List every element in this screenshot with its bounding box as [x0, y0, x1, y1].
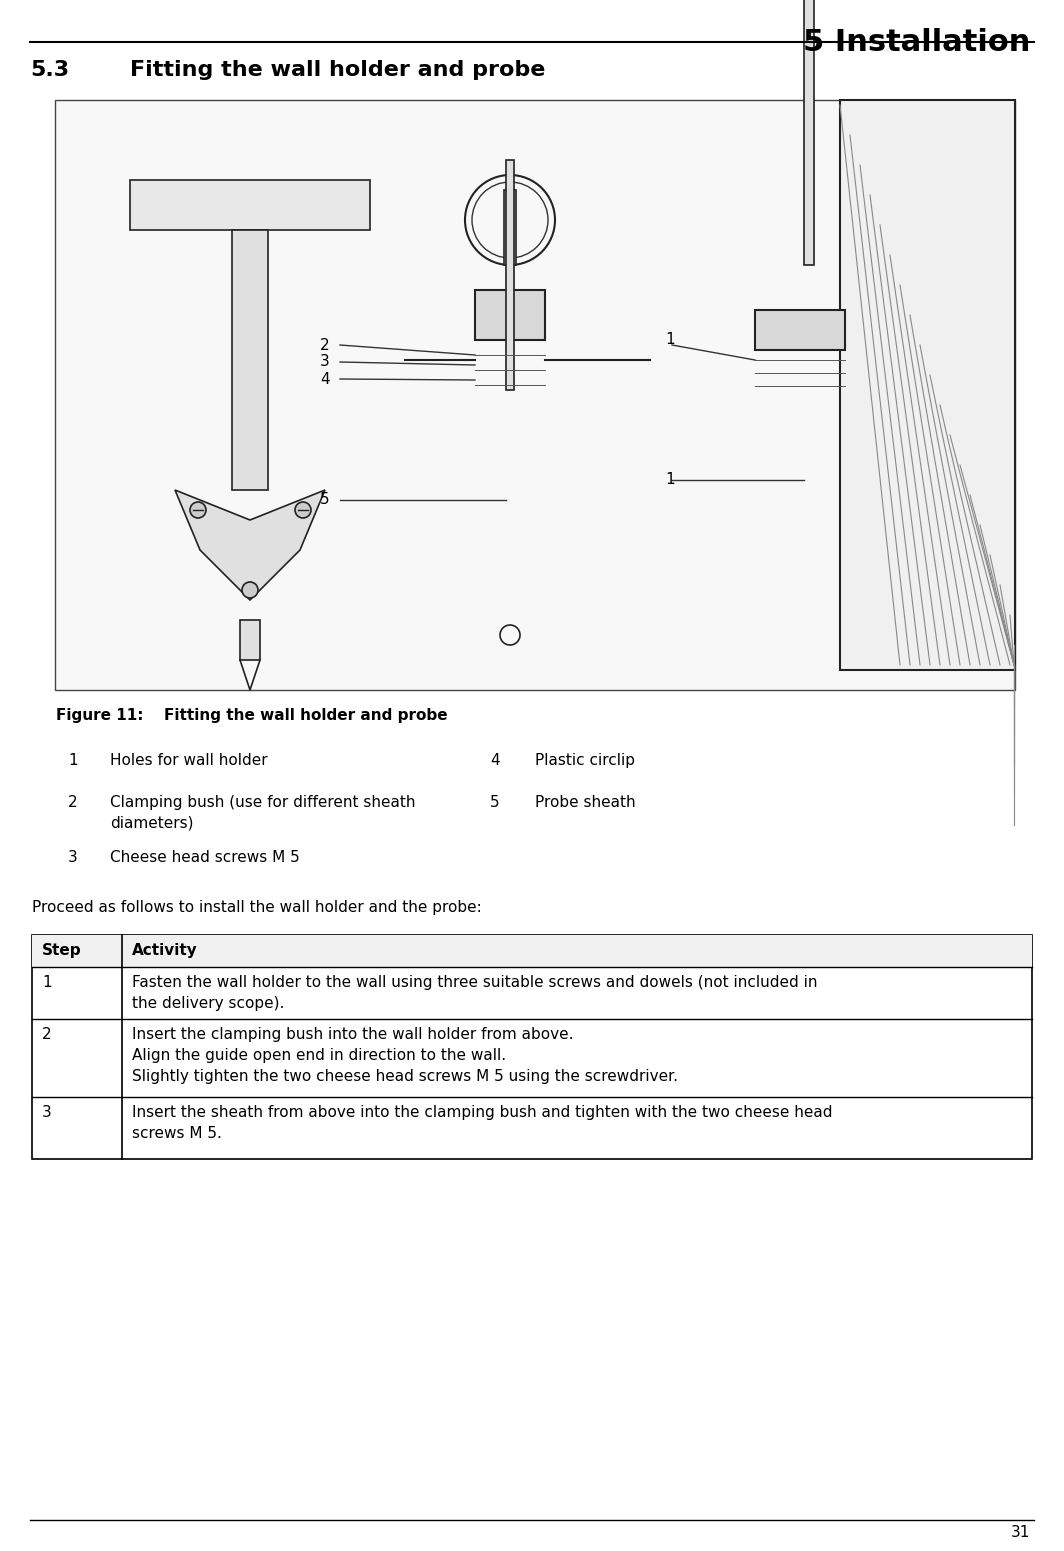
Bar: [32, 935, 1032, 1159]
Text: 5.3: 5.3: [30, 60, 69, 81]
Circle shape: [242, 582, 257, 599]
Text: 2: 2: [41, 1027, 52, 1042]
Polygon shape: [174, 490, 325, 600]
Text: Holes for wall holder: Holes for wall holder: [110, 752, 268, 768]
Bar: [839, 99, 1015, 670]
Bar: [232, 230, 268, 490]
Text: Fasten the wall holder to the wall using three suitable screws and dowels (not i: Fasten the wall holder to the wall using…: [132, 976, 817, 1011]
Text: Figure 11:  Fitting the wall holder and probe: Figure 11: Fitting the wall holder and p…: [56, 707, 448, 723]
Bar: [804, 0, 814, 265]
Text: 3: 3: [68, 850, 78, 865]
Text: Proceed as follows to install the wall holder and the probe:: Proceed as follows to install the wall h…: [32, 900, 482, 915]
Bar: [55, 99, 1015, 690]
Text: Step: Step: [41, 943, 82, 959]
Bar: [755, 310, 845, 351]
Text: Probe sheath: Probe sheath: [535, 796, 635, 810]
Text: 5: 5: [491, 796, 500, 810]
Bar: [32, 935, 1032, 966]
Text: 4: 4: [320, 372, 330, 386]
Text: 1: 1: [41, 976, 52, 990]
Text: 5 Installation: 5 Installation: [802, 28, 1030, 57]
Text: 3: 3: [41, 1104, 52, 1120]
Text: 1: 1: [665, 332, 675, 347]
Circle shape: [295, 503, 311, 518]
Bar: [504, 191, 516, 265]
Text: 1: 1: [68, 752, 78, 768]
Text: 4: 4: [491, 752, 500, 768]
Circle shape: [190, 503, 206, 518]
Bar: [475, 290, 545, 340]
Text: 5: 5: [320, 493, 330, 507]
Text: 3: 3: [320, 355, 330, 369]
Text: 2: 2: [68, 796, 78, 810]
Text: 1: 1: [665, 473, 675, 487]
Text: Insert the clamping bush into the wall holder from above.
Align the guide open e: Insert the clamping bush into the wall h…: [132, 1027, 678, 1084]
Text: Fitting the wall holder and probe: Fitting the wall holder and probe: [130, 60, 546, 81]
Bar: [130, 180, 370, 230]
Text: Clamping bush (use for different sheath
diameters): Clamping bush (use for different sheath …: [110, 796, 416, 831]
Text: 2: 2: [320, 338, 330, 352]
Text: 31: 31: [1011, 1525, 1030, 1540]
Text: Plastic circlip: Plastic circlip: [535, 752, 635, 768]
Bar: [506, 160, 514, 389]
Bar: [240, 620, 260, 661]
Text: Activity: Activity: [132, 943, 198, 959]
Text: Cheese head screws M 5: Cheese head screws M 5: [110, 850, 300, 865]
Text: Insert the sheath from above into the clamping bush and tighten with the two che: Insert the sheath from above into the cl…: [132, 1104, 832, 1142]
